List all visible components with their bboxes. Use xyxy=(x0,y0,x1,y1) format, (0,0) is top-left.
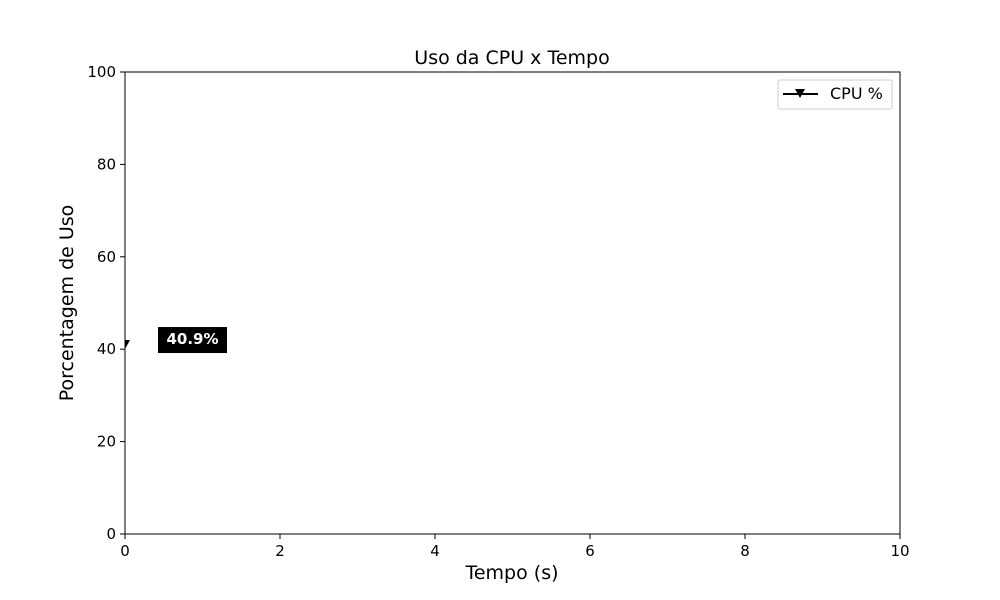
y-tick-label: 20 xyxy=(97,433,116,451)
annotation-box xyxy=(158,327,227,354)
series-layer xyxy=(125,340,130,350)
x-tick-label: 8 xyxy=(740,542,750,560)
x-axis-ticks: 0 2 4 6 8 10 xyxy=(120,534,910,560)
y-tick-label: 60 xyxy=(97,248,116,266)
legend: CPU % xyxy=(777,79,893,110)
y-axis-label: Porcentagem de Uso xyxy=(56,205,78,402)
x-tick-label: 10 xyxy=(890,542,909,560)
x-tick-label: 2 xyxy=(275,542,285,560)
legend-marker-triangle-down-icon xyxy=(795,89,805,98)
legend-label-cpu: CPU % xyxy=(830,84,883,103)
plot-area-frame xyxy=(124,71,901,535)
data-point-marker xyxy=(125,340,130,350)
annotation-label: 40.9% xyxy=(166,330,218,348)
x-tick-label: 6 xyxy=(585,542,595,560)
y-tick-label: 0 xyxy=(106,525,116,543)
y-tick-label: 80 xyxy=(97,155,116,173)
annotation-layer: 40.9% xyxy=(158,327,227,354)
y-tick-label: 100 xyxy=(87,63,116,81)
legend-frame xyxy=(777,79,893,110)
y-axis-ticks: 0 20 40 60 80 100 xyxy=(87,63,125,543)
x-axis-label: Tempo (s) xyxy=(464,562,558,584)
y-tick-label: 40 xyxy=(97,340,116,358)
chart-title: Uso da CPU x Tempo xyxy=(414,47,609,69)
x-tick-label: 0 xyxy=(120,542,130,560)
x-tick-label: 4 xyxy=(430,542,440,560)
